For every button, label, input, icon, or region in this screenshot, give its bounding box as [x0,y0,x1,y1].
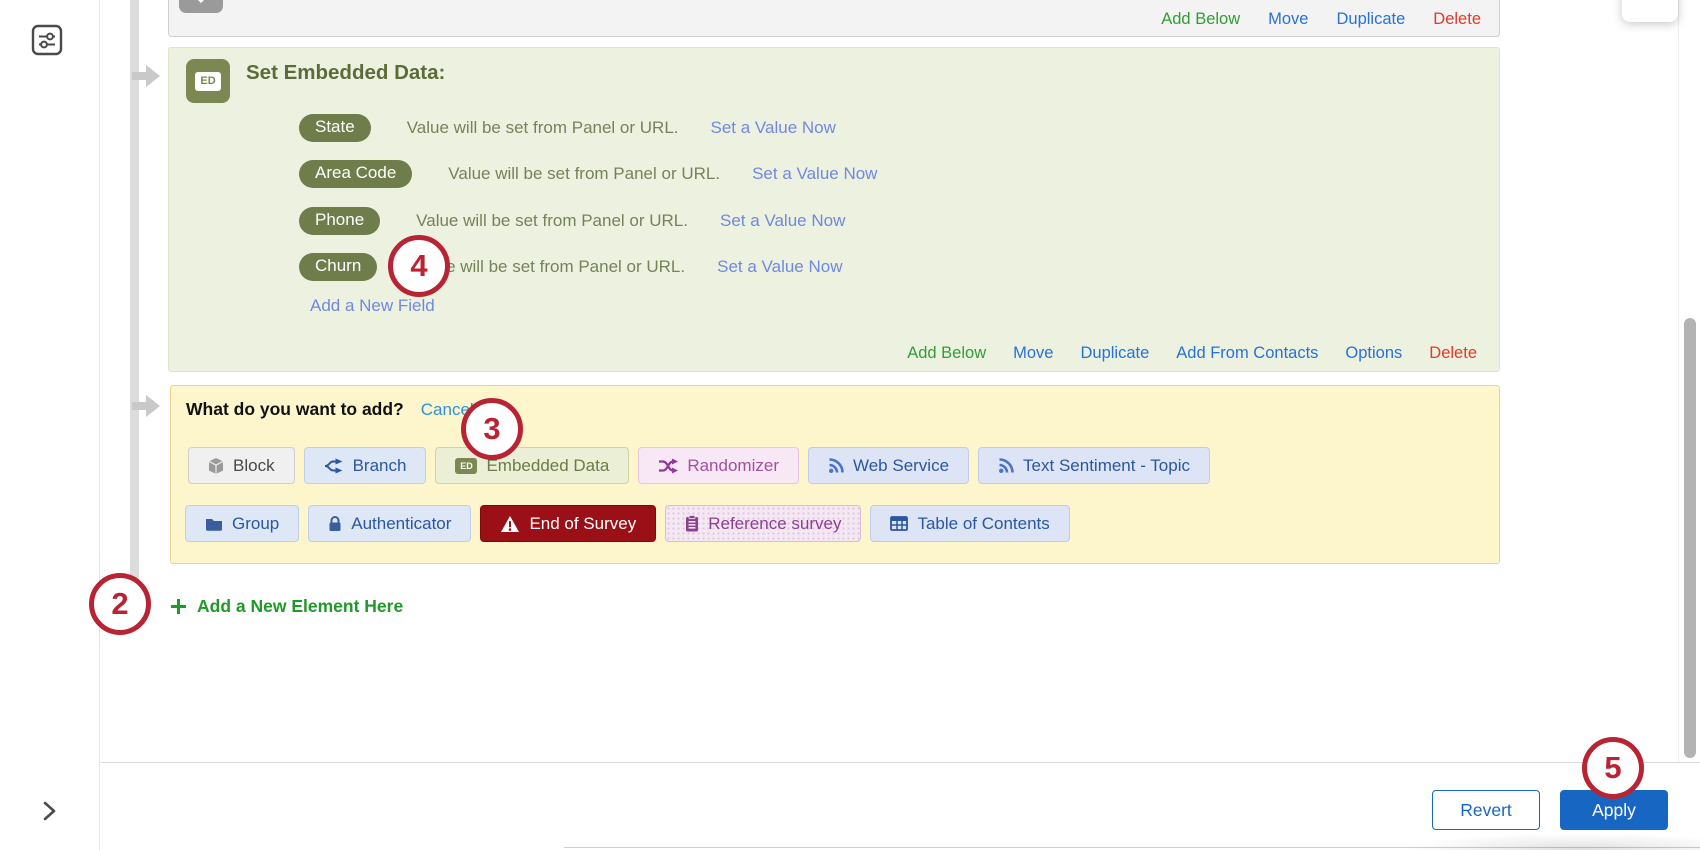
add-option-authenticator[interactable]: Authenticator [308,505,472,542]
option-label: Embedded Data [486,455,610,475]
add-below-link[interactable]: Add Below [1161,10,1241,28]
option-label: Text Sentiment - Topic [1023,455,1190,475]
cube-icon [208,457,224,474]
vertical-scrollbar[interactable] [1684,318,1696,758]
option-label: Randomizer [687,455,779,475]
options-link[interactable]: Options [1345,344,1403,362]
cancel-link[interactable]: Cancel [420,400,474,419]
option-label: Group [232,513,280,533]
embedded-field-row: State Value will be set from Panel or UR… [299,113,836,143]
annotation-badge-2: 2 [89,573,151,635]
lock-icon [329,516,341,531]
embedded-field-row: Area Code Value will be set from Panel o… [299,159,877,189]
add-panel-header: What do you want to add? Cancel [186,399,474,420]
annotation-badge-5: 5 [1582,737,1644,799]
option-label: Table of Contents [917,513,1050,533]
add-element-panel: What do you want to add? Cancel Block [170,385,1500,564]
expand-sidebar-button[interactable] [36,798,62,826]
option-label: Web Service [852,455,950,475]
embedded-data-element: ED Set Embedded Data: State Value will b… [168,47,1500,372]
field-value-text: Value will be set from Panel or URL. [416,211,688,230]
element-actions: Add Below Move Duplicate Delete [1161,10,1481,29]
add-options-row-1: Block Branch ED Embedded Data [188,447,1210,484]
field-name-pill[interactable]: Phone [299,207,381,235]
field-value-text: Value will be set from Panel or URL. [406,118,679,137]
block-element-icon [179,0,223,13]
duplicate-link[interactable]: Duplicate [1336,10,1406,28]
warning-icon [501,515,520,532]
bottom-edge-line [564,847,1700,848]
add-option-group[interactable]: Group [185,505,300,542]
table-icon [890,516,909,531]
flow-arrow-icon [132,395,160,417]
flow-rail [130,0,139,601]
add-option-branch[interactable]: Branch [303,447,427,484]
footer-divider [101,762,1700,763]
add-new-element-here[interactable]: Add a New Element Here [170,596,403,617]
add-option-web-service[interactable]: Web Service [807,447,970,484]
floating-toolbar-card[interactable] [1622,0,1678,22]
field-name-pill[interactable]: Area Code [299,160,413,188]
option-label: End of Survey [529,513,637,533]
embedded-data-icon: ED [186,59,230,103]
delete-link[interactable]: Delete [1433,10,1481,28]
add-new-field-link[interactable]: Add a New Field [310,296,435,315]
add-below-link[interactable]: Add Below [907,344,987,362]
panel-edge [1678,0,1679,762]
option-label: Block [233,455,275,475]
field-value-text: Value will be set from Panel or URL. [413,257,686,276]
folder-icon [206,518,222,531]
field-name-pill[interactable]: Churn [299,253,378,281]
add-from-contacts-link[interactable]: Add From Contacts [1176,344,1319,362]
embedded-data-title: Set Embedded Data: [246,61,446,84]
add-option-table-of-contents[interactable]: Table of Contents [870,505,1070,542]
set-value-now-link[interactable]: Set a Value Now [752,164,878,183]
clipboard-icon [686,515,699,532]
add-option-block[interactable]: Block [188,447,295,484]
block-glyph-icon [198,0,204,3]
ed-icon-label: ED [195,71,221,91]
web-service-icon [999,457,1014,473]
annotation-badge-3: 3 [461,398,523,460]
shuffle-icon [659,458,679,473]
plus-icon [171,599,186,614]
add-option-end-of-survey[interactable]: End of Survey [480,505,657,542]
embedded-field-row: Phone Value will be set from Panel or UR… [299,206,845,236]
delete-link[interactable]: Delete [1429,344,1477,362]
option-label: Branch [352,455,407,475]
duplicate-link[interactable]: Duplicate [1080,344,1150,362]
add-option-text-sentiment-topic[interactable]: Text Sentiment - Topic [978,447,1210,484]
web-service-icon [828,457,844,473]
left-sidebar [0,0,100,850]
branch-icon [324,458,343,473]
field-name-pill[interactable]: State [299,114,371,142]
field-value-text: Value will be set from Panel or URL. [448,164,721,183]
add-option-embedded-data[interactable]: ED Embedded Data [435,447,630,484]
add-option-randomizer[interactable]: Randomizer [638,447,799,484]
set-value-now-link[interactable]: Set a Value Now [719,211,846,230]
survey-flow-sliders-icon[interactable] [31,24,63,56]
element-actions: Add Below Move Duplicate Add From Contac… [907,344,1477,363]
ed-badge-icon: ED [455,457,478,474]
add-new-element-label: Add a New Element Here [197,596,404,616]
move-link[interactable]: Move [1268,10,1309,28]
chevron-right-icon [43,801,56,820]
sliders-icon [31,24,63,56]
option-label: Reference survey [708,513,842,533]
set-value-now-link[interactable]: Set a Value Now [710,118,836,137]
option-label: Authenticator [351,513,452,533]
set-value-now-link[interactable]: Set a Value Now [717,257,843,276]
annotation-badge-4: 4 [388,235,450,297]
clipped-flow-element: g (...) Add Below Move Duplicate Delete [168,0,1500,37]
add-option-reference-survey[interactable]: Reference survey [665,505,862,542]
move-link[interactable]: Move [1013,344,1054,362]
bottom-shadow [1400,833,1700,850]
embedded-field-row: Churn Value will be set from Panel or UR… [299,252,843,282]
add-options-row-2: Group Authenticator End of Survey [185,505,1070,542]
revert-button[interactable]: Revert [1432,790,1540,830]
flow-arrow-icon [132,65,160,87]
add-panel-question: What do you want to add? [186,399,404,419]
